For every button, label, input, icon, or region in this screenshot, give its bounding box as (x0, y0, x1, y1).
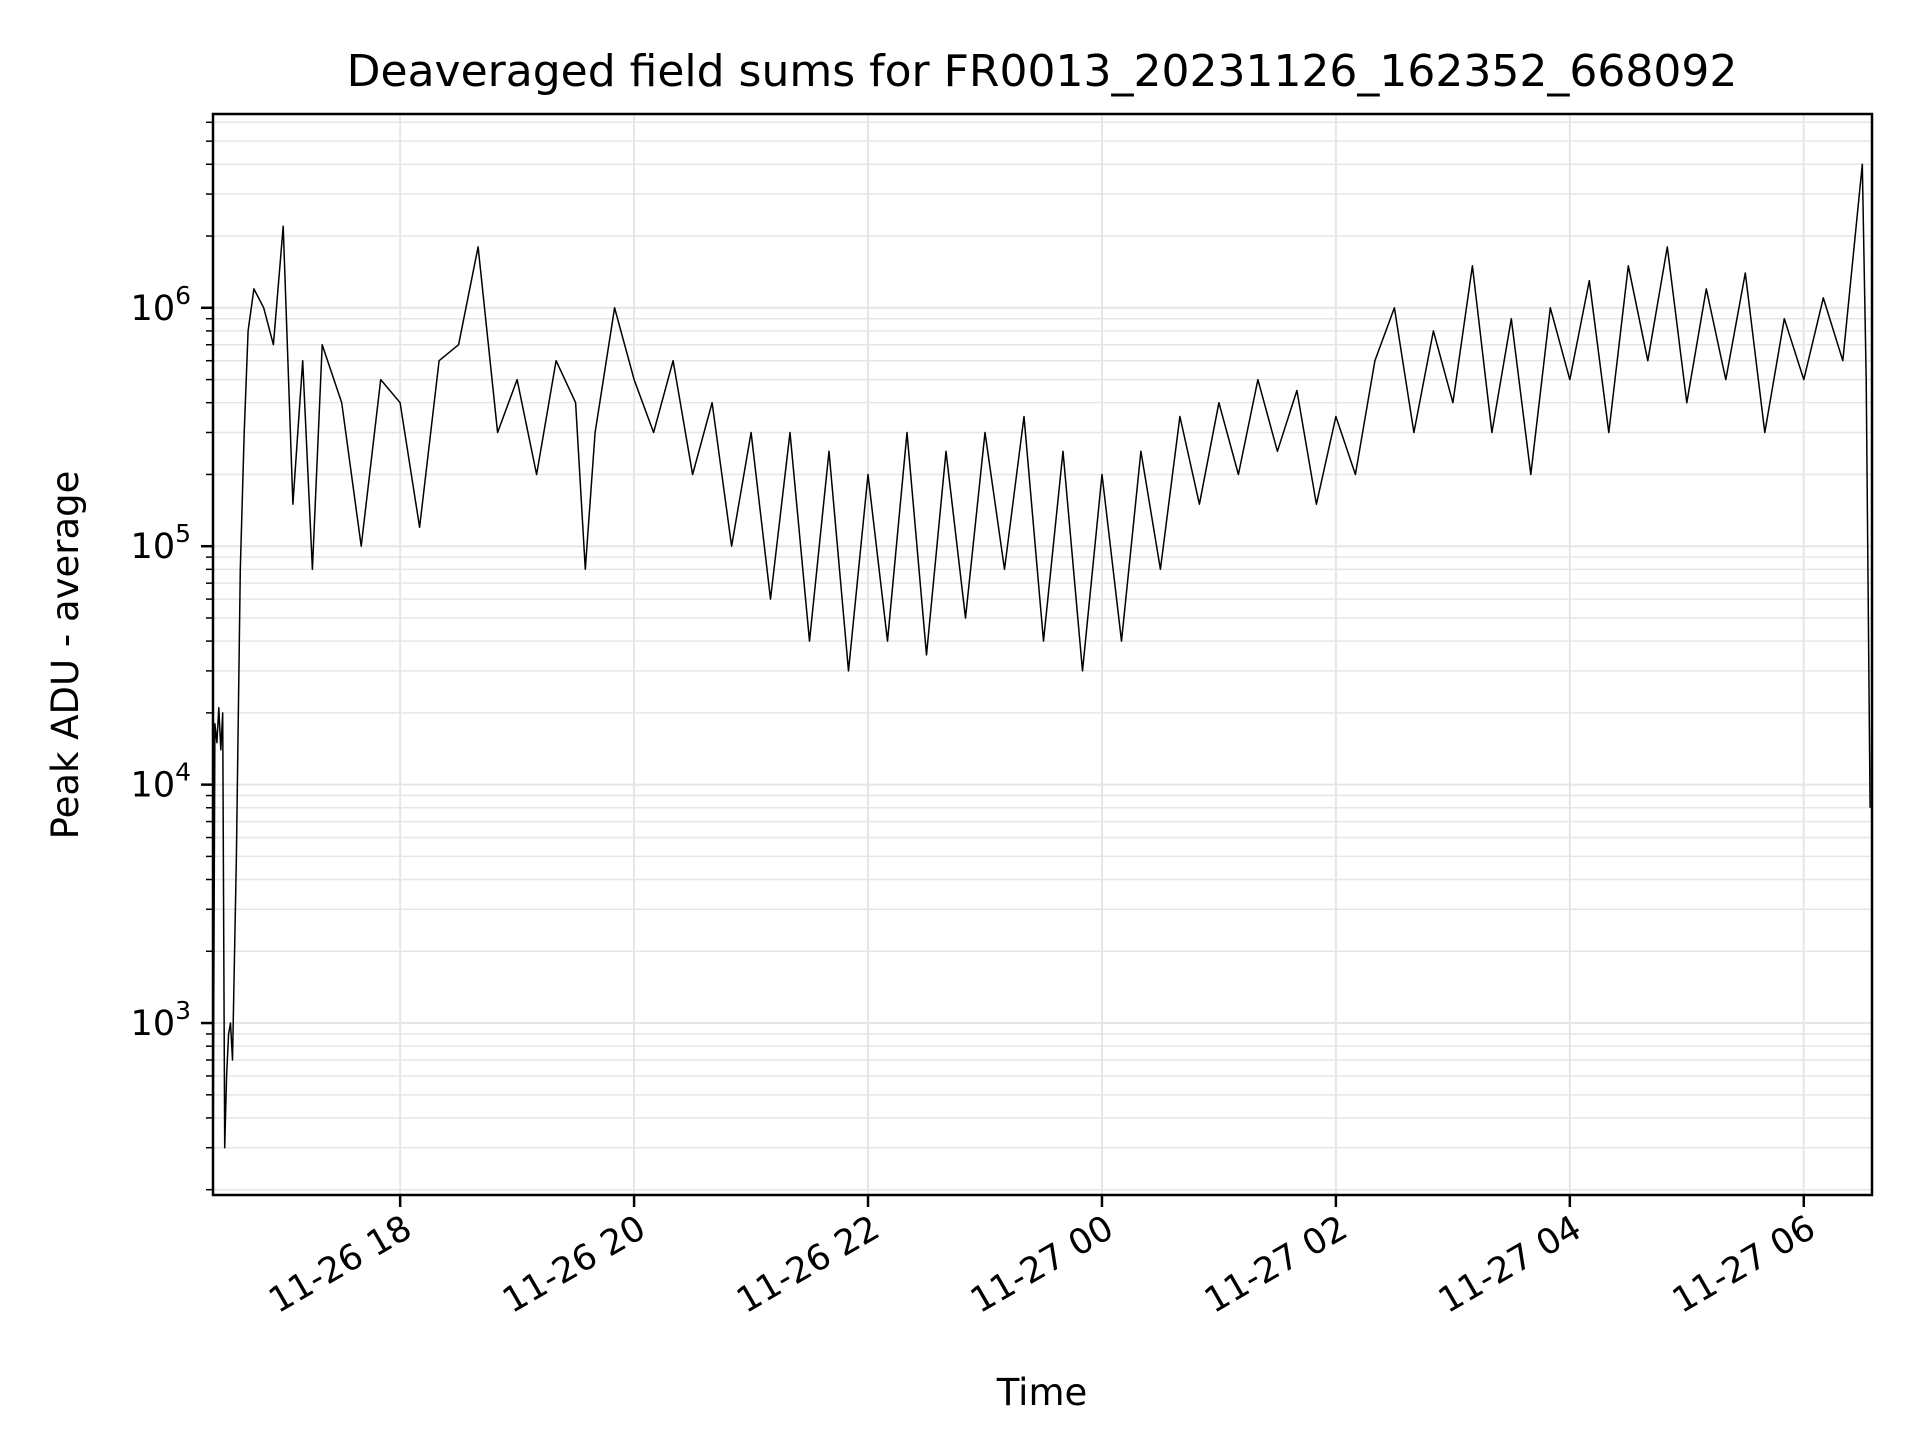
y-tick-label: 103 (131, 996, 191, 1044)
y-axis-label: Peak ADU - average (44, 471, 87, 840)
y-tick-label: 105 (131, 519, 191, 567)
y-tick-label: 104 (131, 758, 191, 806)
plot-frame (211, 112, 1874, 1197)
y-tick-label: 106 (131, 281, 191, 329)
chart-title: Deaveraged field sums for FR0013_2023112… (347, 46, 1738, 97)
gridlines (213, 114, 1872, 1195)
y-axis: 103 104 105 106 (131, 121, 213, 1191)
series-line (212, 163, 1871, 1190)
x-axis-label: Time (996, 1371, 1088, 1414)
data-series (212, 163, 1871, 1190)
